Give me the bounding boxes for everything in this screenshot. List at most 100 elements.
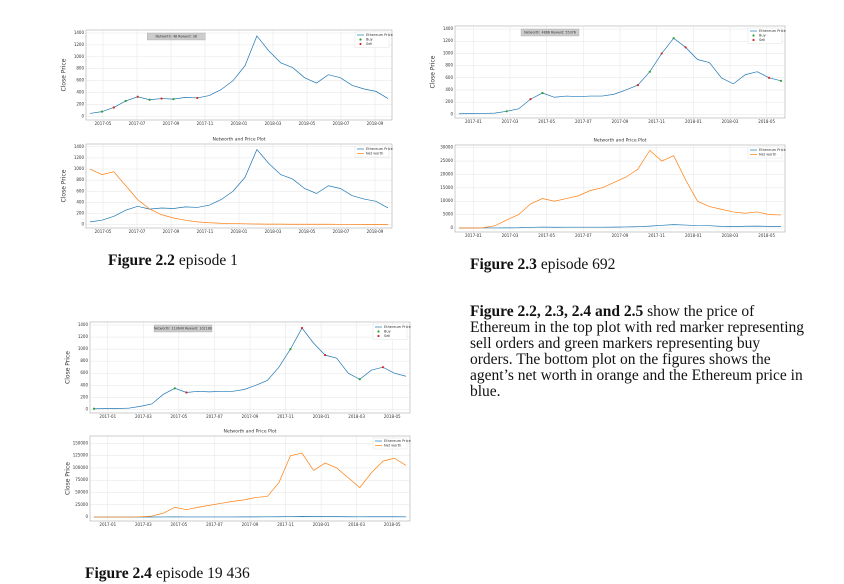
y-tick-label: 1200 (74, 155, 85, 160)
order-marker (160, 97, 163, 100)
legend-label: Buy (384, 330, 391, 334)
x-tick-label: 2018-09 (367, 121, 384, 126)
x-tick-label: 2017-07 (575, 119, 592, 124)
y-tick-label: 10000 (440, 198, 453, 203)
y-tick-label: 50000 (75, 490, 88, 495)
y-tick-label: 600 (80, 370, 88, 375)
order-marker (672, 37, 675, 40)
legend-label: Ethereum Price (384, 439, 411, 443)
y-tick-label: 800 (80, 358, 88, 363)
order-marker (136, 95, 139, 98)
x-tick-label: 2017-11 (277, 522, 294, 527)
x-tick-label: 2017-07 (575, 233, 592, 238)
legend-label: Ethereum Price (366, 147, 393, 151)
y-tick-label: 400 (445, 87, 453, 92)
legend-label: Buy (759, 34, 766, 38)
x-tick-label: 2018-03 (348, 522, 365, 527)
y-axis-label: Close Price (61, 169, 68, 202)
legend-label: Net worth (384, 444, 401, 448)
y-tick-label: 200 (76, 211, 84, 216)
order-marker (529, 98, 532, 101)
x-tick-label: 2017-01 (99, 414, 116, 419)
x-tick-label: 2018-01 (685, 119, 702, 124)
x-tick-label: 2018-05 (299, 229, 316, 234)
y-tick-label: 20000 (440, 171, 453, 176)
x-tick-label: 2018-03 (265, 121, 282, 126)
order-marker (196, 96, 199, 100)
y-tick-label: 30000 (440, 145, 453, 150)
x-tick-label: 2017-09 (163, 229, 180, 234)
y-tick-label: 1000 (74, 54, 85, 59)
price-line (459, 149, 782, 229)
order-marker (300, 326, 304, 330)
y-tick-label: 25000 (440, 158, 453, 163)
legend-label: Ethereum Price (759, 29, 786, 33)
legend-label: Sell (384, 334, 390, 338)
order-marker (636, 83, 639, 87)
legend-swatch (752, 34, 755, 37)
order-marker (172, 98, 175, 101)
y-tick-label: 1400 (74, 144, 85, 149)
order-marker (779, 79, 783, 82)
order-marker (173, 387, 176, 390)
y-tick-label: 800 (445, 63, 453, 68)
paragraph: Figure 2.2, 2.3, 2.4 and 2.5 show the pr… (470, 304, 806, 400)
y-tick-label: 125000 (73, 453, 89, 458)
x-tick-label: 2018-01 (231, 121, 248, 126)
x-tick-label: 2017-05 (95, 121, 112, 126)
y-tick-label: 1400 (74, 30, 85, 35)
y-tick-label: 25000 (75, 502, 88, 507)
legend-label: Sell (759, 38, 765, 42)
caption-text: episode 19 436 (155, 565, 250, 582)
x-tick-label: 2018-07 (333, 121, 350, 126)
y-tick-label: 0 (85, 514, 88, 519)
annotation-box (153, 324, 213, 333)
x-tick-label: 2018-05 (299, 121, 316, 126)
y-tick-label: 0 (81, 113, 84, 118)
annotation: Networth: 113649 Reward: 101180 (154, 327, 212, 331)
order-marker (324, 354, 327, 357)
x-tick-label: 2017-09 (163, 121, 180, 126)
price-line (458, 37, 782, 115)
y-tick-label: 1400 (443, 26, 454, 31)
order-marker (684, 46, 687, 49)
annotation-box (520, 28, 580, 37)
x-tick-label: 2018-01 (685, 233, 702, 238)
y-tick-label: 600 (445, 75, 453, 80)
y-tick-label: 400 (76, 199, 84, 204)
y-tick-label: 600 (76, 188, 84, 193)
annotation-box (147, 32, 206, 41)
order-marker (767, 76, 771, 79)
plot-title: Networth and Price Plot (212, 137, 265, 143)
x-tick-label: 2017-03 (135, 522, 152, 527)
y-tick-label: 400 (80, 382, 88, 387)
legend-swatch (359, 42, 362, 46)
y-tick-label: 0 (450, 225, 453, 230)
legend-swatch (377, 334, 380, 338)
legend-swatch (377, 330, 380, 333)
y-tick-label: 1200 (443, 38, 454, 43)
x-tick-label: 2017-05 (95, 229, 112, 234)
legend-label: Ethereum Price (759, 148, 786, 152)
y-tick-label: 800 (76, 177, 84, 182)
y-tick-label: 800 (76, 66, 84, 71)
legend-label: Ethereum Price (366, 33, 393, 37)
x-tick-label: 2017-05 (171, 414, 188, 419)
y-tick-label: 200 (445, 99, 453, 104)
x-tick-label: 2017-05 (538, 119, 555, 124)
order-marker (660, 52, 663, 55)
y-axis-label: Close Price (65, 351, 72, 384)
x-tick-label: 2017-09 (612, 119, 629, 124)
y-tick-label: 1200 (74, 42, 85, 47)
x-tick-label: 2017-11 (197, 229, 214, 234)
y-tick-label: 1400 (78, 322, 89, 327)
legend (354, 145, 390, 158)
y-tick-label: 1000 (74, 166, 85, 171)
x-tick-label: 2018-03 (265, 229, 282, 234)
price-line (93, 327, 407, 410)
y-tick-label: 100000 (73, 465, 89, 470)
x-tick-label: 2017-07 (206, 414, 223, 419)
x-tick-label: 2017-11 (197, 121, 214, 126)
y-axis-label: Close Price (65, 462, 72, 495)
order-marker (541, 91, 544, 95)
